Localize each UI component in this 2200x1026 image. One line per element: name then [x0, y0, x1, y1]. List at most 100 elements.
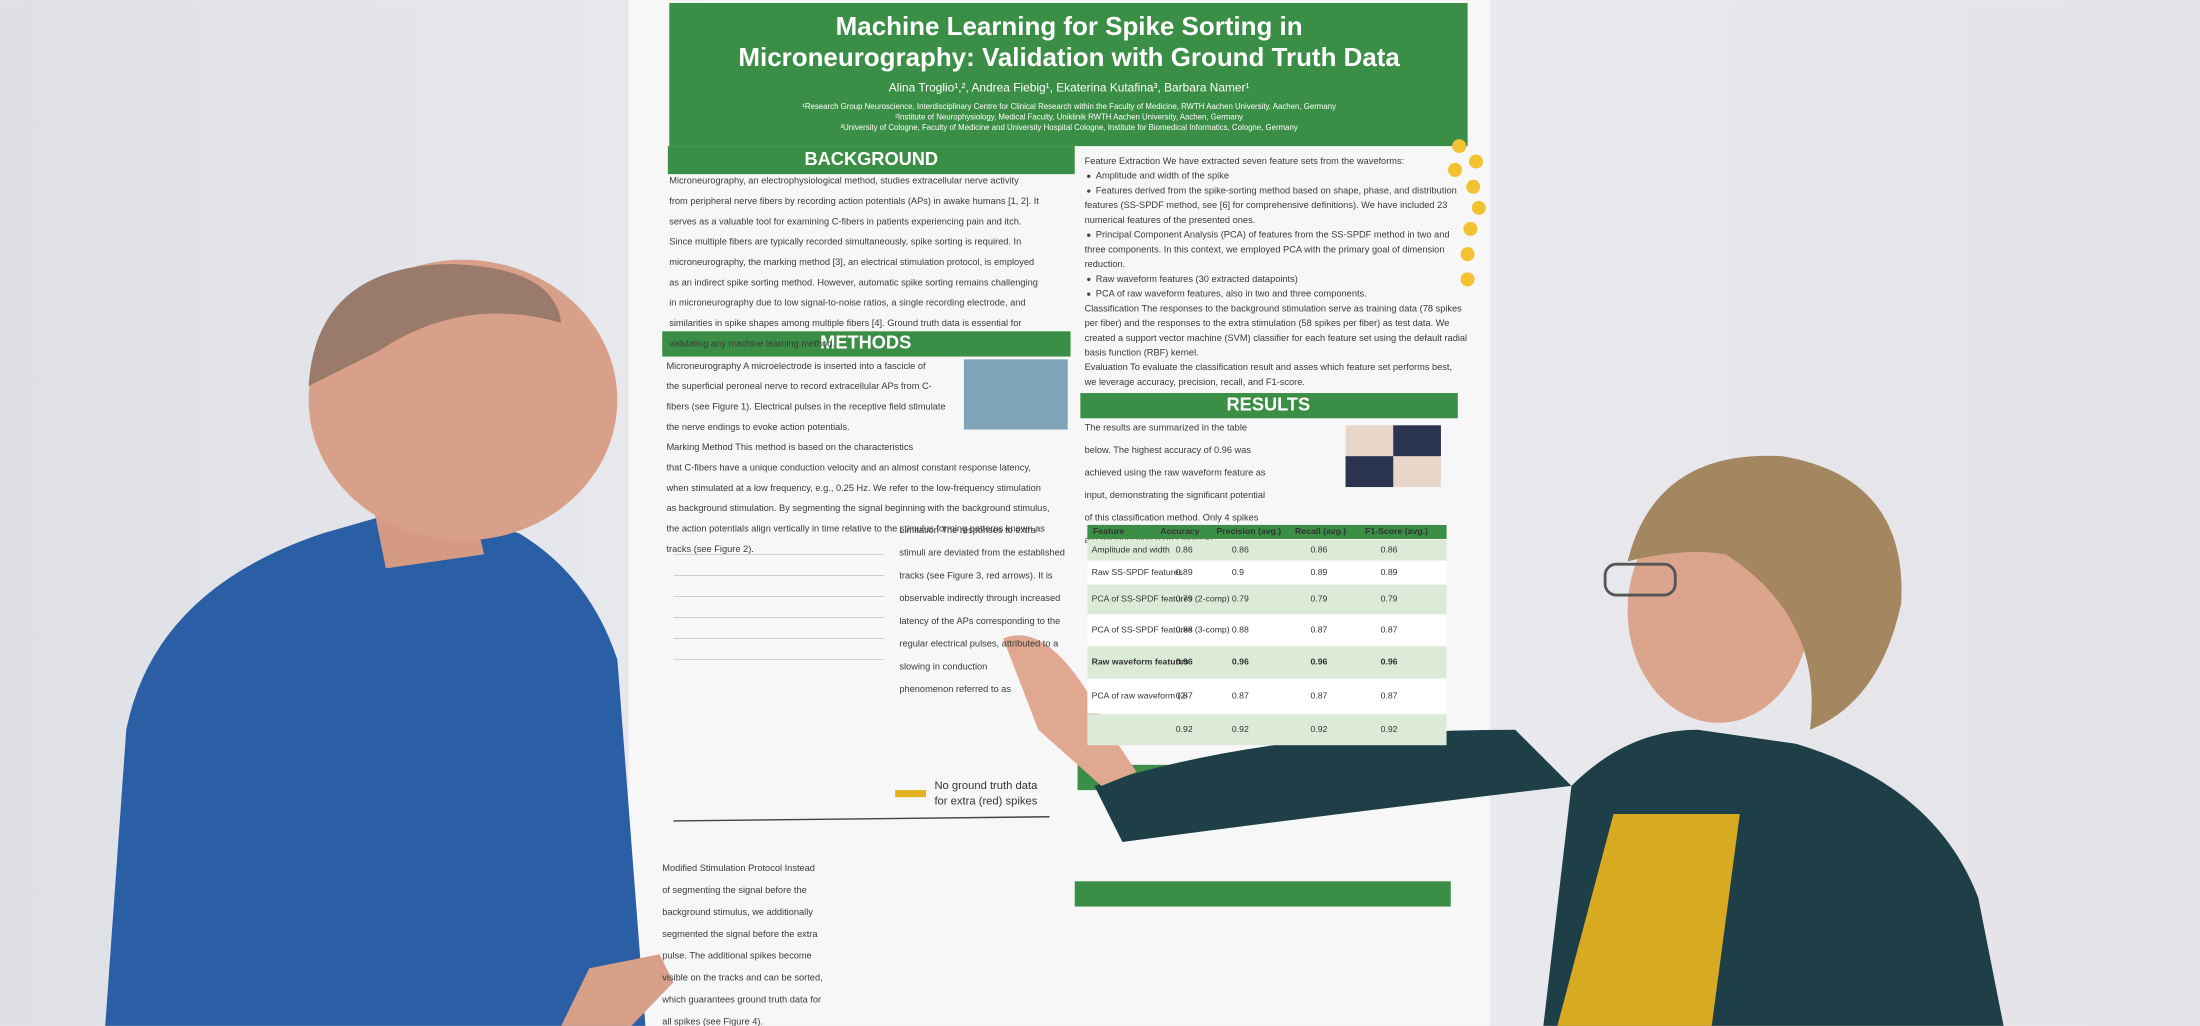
paragraph-line: latency of the APs corresponding to the — [899, 616, 1060, 626]
bullet — [1087, 292, 1091, 296]
paragraph-line: all spikes (see Figure 4). — [662, 1016, 763, 1026]
table-cell: 0.86 — [1176, 544, 1193, 554]
paragraph-line: per fiber) and the responses to the extr… — [1085, 318, 1450, 328]
table-feature: PCA of SS-SPDF features (2-comp) — [1092, 594, 1230, 604]
section-heading: BACKGROUND — [804, 148, 938, 169]
paragraph-line: three components. In this context, we em… — [1085, 244, 1445, 254]
poster-header — [669, 2, 1468, 147]
paragraph-line: which guarantees ground truth data for — [661, 994, 821, 1004]
waterfall-plot — [673, 553, 884, 661]
paragraph-line: tracks (see Figure 3, red arrows). It is — [899, 570, 1053, 580]
table-cell: 0.96 — [1310, 657, 1327, 667]
paragraph-line: from peripheral nerve fibers by recordin… — [669, 196, 1039, 206]
paragraph-line: Classification The responses to the back… — [1085, 303, 1463, 313]
table-cell: 0.9 — [1232, 567, 1244, 577]
paragraph-line: Principal Component Analysis (PCA) of fe… — [1096, 230, 1450, 240]
table-row — [1087, 539, 1447, 561]
table-row — [1087, 584, 1447, 615]
paragraph-line: phenomenon referred to as — [899, 684, 1011, 694]
paragraph-line: microneurography, the marking method [3]… — [669, 257, 1034, 267]
table-cell: 0.86 — [1381, 544, 1398, 554]
table-cell: 0.87 — [1310, 690, 1327, 700]
paragraph-line: validating any machine learning method. — [669, 338, 835, 348]
man — [105, 259, 674, 1026]
paragraph-line: Raw waveform features (30 extracted data… — [1096, 274, 1298, 284]
bullet — [1087, 277, 1091, 282]
paragraph-line: features (SS-SPDF method, see [6] for co… — [1085, 200, 1448, 210]
table-row — [1087, 646, 1447, 679]
table-cell: 0.79 — [1381, 594, 1398, 604]
paragraph-line: created a support vector machine (SVM) c… — [1085, 333, 1468, 343]
paragraph-line: when stimulated at a low frequency, e.g.… — [665, 483, 1040, 493]
affiliation: ³University of Cologne, Faculty of Medic… — [840, 123, 1297, 132]
paragraph-line: tracks (see Figure 2). — [666, 544, 753, 554]
section-bar — [667, 146, 1075, 175]
section-heading: METHODS — [820, 332, 911, 353]
table-cell: 0.87 — [1381, 624, 1398, 634]
paragraph-line: fibers (see Figure 1). Electrical pulses… — [666, 402, 945, 412]
paragraph-line: serves as a valuable tool for examining … — [669, 216, 1021, 226]
table-feature: Amplitude and width — [1092, 544, 1170, 554]
paragraph-line: achieved using the raw waveform feature … — [1085, 467, 1266, 477]
paragraph-line: Amplitude and width of the spike — [1096, 171, 1229, 181]
table-cell: 0.87 — [1381, 690, 1398, 700]
table-header-cell: Recall (avg.) — [1295, 526, 1346, 536]
table-row — [1087, 560, 1447, 585]
table-cell: 0.79 — [1310, 594, 1327, 604]
paragraph-line: the action potentials align vertically i… — [666, 524, 1045, 534]
paragraph-line: observable indirectly through increased — [899, 593, 1060, 603]
figure-note: for extra (red) spikes — [934, 795, 1037, 807]
paragraph-line: of segmenting the signal before the — [662, 885, 807, 895]
table-row — [1087, 714, 1447, 746]
paragraph-line: Limitation The responses to extra — [899, 525, 1036, 535]
table-cell: 0.96 — [1381, 657, 1398, 667]
table-cell: 0.96 — [1232, 657, 1249, 667]
paragraph-line: pulse. The additional spikes become — [662, 951, 811, 961]
paragraph-line: that C-fibers have a unique conduction v… — [666, 463, 1030, 473]
time-axis — [673, 816, 1050, 822]
table-header-cell: F1-Score (avg.) — [1365, 526, 1428, 536]
paragraph-line: as an indirect spike sorting method. How… — [669, 277, 1038, 287]
section-bar — [1074, 881, 1451, 907]
table-feature: PCA of raw waveform (2- — [1092, 690, 1189, 700]
table-cell: 0.92 — [1176, 724, 1193, 734]
paragraph-line: segmented the signal before the extra — [662, 929, 818, 939]
table-feature: Raw waveform features — [1092, 657, 1189, 667]
table-cell: 0.89 — [1310, 567, 1327, 577]
paragraph-line: Modified Stimulation Protocol Instead — [662, 863, 815, 873]
paragraph-line: Feature Extraction We have extracted sev… — [1085, 156, 1405, 166]
paragraph-line: numerical features of the presented ones… — [1085, 215, 1256, 225]
table-feature: Raw SS-SPDF features — [1092, 567, 1184, 577]
woman — [1003, 455, 2004, 1026]
table-header — [1087, 524, 1447, 539]
matrix-cell — [1345, 456, 1394, 488]
paragraph-line: PCA of raw waveform features, also in tw… — [1096, 289, 1367, 299]
table-cell: 0.87 — [1310, 624, 1327, 634]
affiliation: ²Institute of Neurophysiology, Medical F… — [895, 112, 1243, 121]
table-cell: 0.92 — [1310, 724, 1327, 734]
authors: Alina Troglio¹,², Andrea Fiebig¹, Ekater… — [889, 81, 1250, 95]
matrix-cell — [1393, 425, 1441, 457]
paragraph-line: stimuli are deviated from the establishe… — [899, 548, 1065, 558]
section-bar — [1080, 393, 1458, 419]
table-feature: PCA of SS-SPDF features (3-comp) — [1092, 624, 1230, 634]
affiliation: ¹Research Group Neuroscience, Interdisci… — [802, 102, 1336, 111]
legend-swatch — [895, 790, 927, 798]
paragraph-line: basis function (RBF) kernel. — [1085, 348, 1199, 358]
paragraph-line: as background stimulation. By segmenting… — [666, 503, 1049, 513]
poster-title: Machine Learning for Spike Sorting in — [836, 13, 1303, 41]
table-cell: 0.92 — [1232, 724, 1249, 734]
table-cell: 0.87 — [1176, 690, 1193, 700]
paragraph-line: Microneurography A microelectrode is ins… — [666, 361, 926, 371]
section-bar — [662, 331, 1071, 357]
paragraph-line: Features derived from the spike-sorting … — [1096, 185, 1457, 195]
paragraph-line: similarities in spike shapes among multi… — [669, 318, 1021, 328]
paragraph-line: the nerve endings to evoke action potent… — [666, 422, 849, 432]
table-cell: 0.79 — [1232, 594, 1249, 604]
table-cell: 0.96 — [1176, 657, 1193, 667]
table-cell: 0.79 — [1176, 594, 1193, 604]
table-header-cell: Precision (avg.) — [1216, 526, 1281, 536]
table-cell: 0.88 — [1176, 624, 1193, 634]
table-cell: 0.92 — [1381, 724, 1398, 734]
section-heading: RESULTS — [1227, 393, 1311, 414]
